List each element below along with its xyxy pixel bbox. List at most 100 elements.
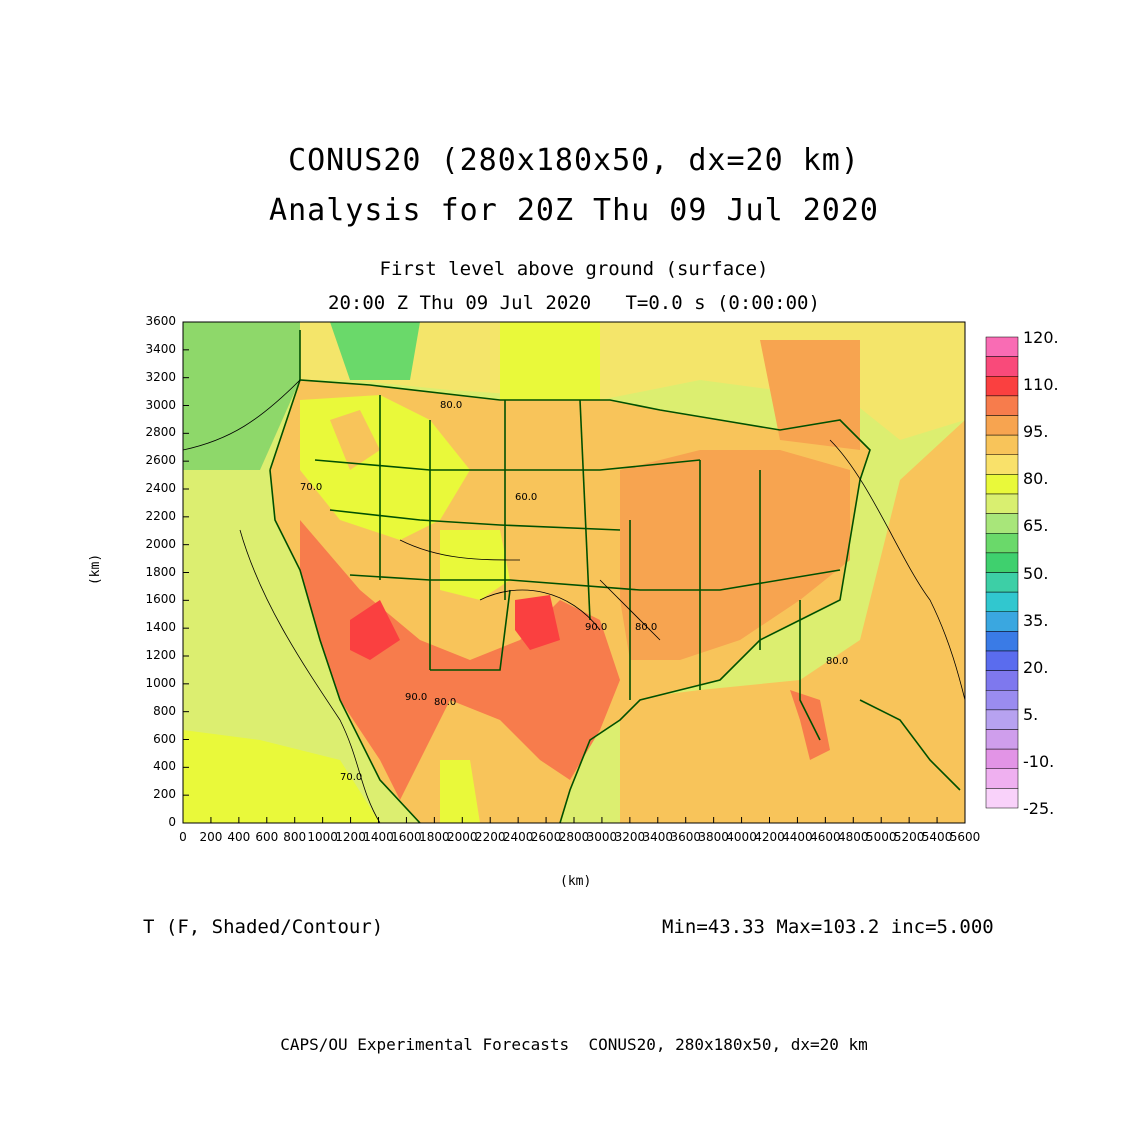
colorbar-swatch — [985, 474, 1019, 495]
colorbar-swatch — [985, 729, 1019, 750]
x-axis-label: (km) — [560, 874, 592, 889]
colorbar-label: -25. — [1023, 799, 1055, 818]
atlantic-gulf-zone — [620, 420, 965, 823]
x-tick-label: 1400 — [363, 830, 394, 844]
cuba-line — [859, 699, 961, 791]
x-tick-label: 5000 — [865, 830, 897, 844]
colorbar-swatch — [985, 395, 1019, 416]
west-coast-line — [269, 469, 421, 823]
x-tick-label: 3400 — [642, 830, 674, 844]
contour-line — [183, 379, 301, 451]
y-tick-label: 400 — [153, 759, 176, 774]
colorbar-label: 110. — [1023, 375, 1059, 395]
colorbar-label: 20. — [1023, 657, 1049, 677]
pacific-warm-zone — [183, 730, 380, 823]
x-tick-label: 2200 — [474, 830, 506, 844]
us-boundary-line — [269, 379, 871, 823]
main-title: CONUS20 (280x180x50, dx=20 km) — [288, 143, 860, 178]
colorbar-swatch — [985, 454, 1019, 475]
contour-label: 60.0 — [515, 492, 537, 503]
y-tick-label: 200 — [153, 787, 176, 802]
pacific-cool-zone — [183, 322, 300, 470]
mexico-mild-zone — [440, 760, 480, 823]
y-tick-label: 1600 — [145, 592, 176, 607]
colorbar-label: 95. — [1023, 422, 1049, 442]
x-tick-label: 4800 — [838, 830, 869, 844]
contour-label: 90.0 — [585, 622, 607, 633]
colorbar-label: 65. — [1023, 516, 1049, 536]
x-tick-label: 1000 — [307, 830, 338, 844]
colorbar-swatch — [985, 493, 1019, 514]
x-tick-label: 3600 — [670, 830, 701, 844]
state-line-1 — [314, 459, 701, 471]
x-tick-label: 4400 — [782, 830, 813, 844]
y-tick-label: 2800 — [145, 425, 176, 440]
x-tick-label: 1800 — [419, 830, 450, 844]
min-max-label: Min=43.33 Max=103.2 inc=5.000 — [662, 916, 994, 938]
colorbar-label: 120. — [1023, 328, 1059, 347]
colorbar-swatch — [985, 513, 1019, 534]
eastern-warm-zone — [620, 450, 850, 660]
contour-line — [599, 579, 661, 641]
x-tick-label: 2000 — [447, 830, 478, 844]
y-tick-label: 1200 — [145, 648, 176, 662]
y-tick-label: 1000 — [145, 675, 176, 690]
y-tick-label: 1800 — [145, 564, 176, 579]
map-field — [183, 322, 965, 823]
colorbar-swatch — [985, 611, 1019, 632]
colorbar-swatch — [985, 690, 1019, 711]
contour-label: 80.0 — [826, 656, 848, 667]
contour-label: 80.0 — [635, 622, 657, 633]
x-tick-label: 1200 — [335, 830, 366, 844]
quebec-warm-zone — [760, 340, 860, 450]
x-tick-label: 200 — [199, 830, 223, 844]
state-line-8 — [579, 399, 591, 621]
colorbar-label: 5. — [1023, 704, 1039, 724]
state-line-2 — [329, 509, 621, 531]
y-tick-label: 800 — [153, 703, 176, 718]
y-tick-label: 2000 — [145, 536, 176, 551]
footer-credit: CAPS/OU Experimental Forecasts CONUS20, … — [280, 1035, 868, 1054]
colorbar-swatch — [985, 336, 1019, 357]
colorbar-swatch — [985, 552, 1019, 573]
prairie-yellow — [500, 322, 600, 400]
contour-line — [479, 589, 601, 631]
x-tick-label: 3000 — [586, 830, 618, 844]
colorbar-swatch — [985, 788, 1019, 809]
x-tick-label: 5400 — [921, 830, 953, 844]
contour-line — [239, 529, 381, 823]
x-tick-label: 800 — [283, 830, 307, 844]
x-tick-label: 4600 — [810, 830, 841, 844]
variable-label: T (F, Shaded/Contour) — [143, 916, 384, 938]
colorbar-swatch — [985, 709, 1019, 730]
valid-time-subtitle: 20:00 Z Thu 09 Jul 2020 T=0.0 s (0:00:00… — [328, 292, 820, 314]
colorbar-swatch — [985, 572, 1019, 593]
y-tick-label: 2400 — [145, 481, 176, 495]
contour-label: 70.0 — [300, 482, 322, 493]
colorbar-swatch — [985, 356, 1019, 377]
y-tick-label: 1400 — [145, 620, 176, 635]
y-tick-label: 3000 — [145, 397, 176, 412]
level-subtitle: First level above ground (surface) — [379, 258, 769, 280]
florida-line — [799, 600, 821, 741]
canada-cool-spot — [330, 322, 420, 380]
state-line-3 — [349, 569, 841, 591]
boundaries — [269, 330, 961, 823]
colorbar-swatch — [985, 748, 1019, 769]
analysis-time-title: Analysis for 20Z Thu 09 Jul 2020 — [269, 193, 879, 228]
x-tick-label: 5600 — [949, 830, 981, 844]
x-tick-label: 2600 — [530, 830, 562, 844]
colorbar-label: -10. — [1023, 751, 1055, 771]
texas-hottest-zone — [515, 595, 560, 650]
colorbar-swatch — [985, 415, 1019, 436]
colorbar-label: 50. — [1023, 563, 1049, 583]
y-tick-label: 3200 — [145, 369, 176, 384]
contour-label-group: 70.0 80.0 90.0 60.0 70.0 80.0 90.0 80.0 … — [300, 400, 848, 783]
x-tick-label: 2400 — [502, 830, 534, 844]
x-tick-label: 2800 — [558, 830, 590, 844]
y-tick-label: 3600 — [145, 314, 176, 328]
x-tick-label: 4000 — [726, 830, 757, 844]
contour-label: 80.0 — [440, 400, 462, 411]
x-tick-label: 4200 — [754, 830, 785, 844]
